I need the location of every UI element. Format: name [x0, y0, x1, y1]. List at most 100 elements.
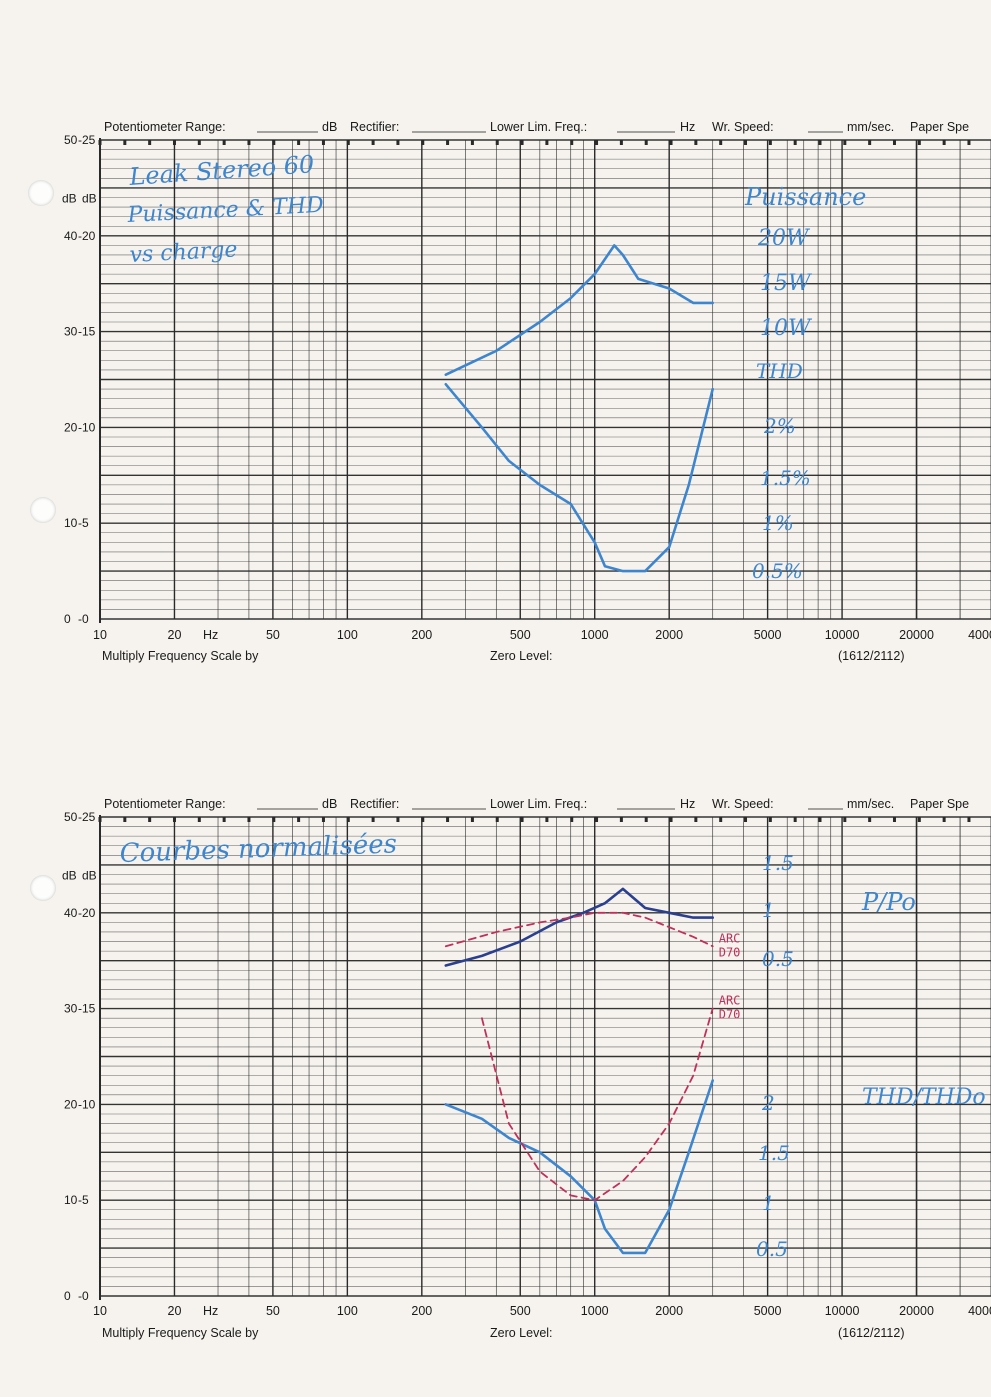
header-label: Hz [680, 797, 695, 811]
series-line [444, 1079, 715, 1255]
x-tick-label: 100 [337, 1304, 358, 1318]
grid-tick [793, 140, 797, 145]
grid-tick [222, 817, 226, 822]
x-tick-label: 10000 [825, 628, 860, 642]
handwritten-note: 1.5% [760, 466, 811, 490]
header-label: Rectifier: [350, 797, 399, 811]
x-tick-label: 40000 [968, 1304, 991, 1318]
x-tick-label: 20 [168, 1304, 182, 1318]
grid-tick [495, 817, 499, 822]
grid-tick [247, 817, 251, 822]
handwritten-note: 1 [762, 898, 775, 922]
grid-tick [421, 140, 425, 145]
header-label: Paper Spe [910, 120, 969, 134]
grid-tick [247, 140, 251, 145]
grid-tick [619, 140, 623, 145]
grid-tick [148, 140, 152, 145]
grid-tick [197, 140, 201, 145]
grid-tick [470, 140, 474, 145]
handwritten-note: Puissance & THD [126, 193, 325, 228]
header-label: Lower Lim. Freq.: [490, 120, 587, 134]
header-label: Rectifier: [350, 120, 399, 134]
footer-code: (1612/2112) [838, 1326, 905, 1340]
y-tick-label: -10 [78, 1097, 96, 1111]
x-tick-label: Hz [203, 628, 218, 642]
y-tick-label: 30 [64, 1002, 78, 1016]
grid-tick [570, 817, 574, 822]
x-tick-label: 20 [168, 628, 182, 642]
handwritten-note: vs charge [129, 237, 238, 268]
x-tick-label: 20000 [899, 628, 934, 642]
grid-tick [545, 140, 549, 145]
handwritten-note: 1.5 [758, 1141, 790, 1165]
grid-tick [917, 140, 921, 145]
header-label: Paper Spe [910, 797, 969, 811]
x-tick-label: 100 [337, 628, 358, 642]
header-label: dB [322, 797, 337, 811]
grid-tick [744, 140, 748, 145]
grid-tick [470, 817, 474, 822]
x-tick-label: 50 [266, 1304, 280, 1318]
handwritten-note: Leak Stereo 60 [127, 150, 315, 191]
grid-tick [520, 817, 524, 822]
footer-label: Multiply Frequency Scale by [102, 1326, 259, 1340]
y-tick-label: 40 [64, 229, 78, 243]
handwritten-note: THD/THDo [862, 1085, 986, 1110]
header-label: Potentiometer Range: [104, 797, 226, 811]
x-tick-label: 2000 [655, 1304, 683, 1318]
y-tick-label: 10 [64, 1193, 78, 1207]
x-tick-label: 200 [411, 628, 432, 642]
y-tick-label: -15 [78, 1002, 96, 1016]
punch-hole [30, 497, 56, 523]
grid-tick [768, 817, 772, 822]
header-label: Potentiometer Range: [104, 120, 226, 134]
grid-tick [148, 817, 152, 822]
series-label: ARC [719, 994, 741, 1008]
grid-tick [396, 140, 400, 145]
grid-tick [321, 817, 325, 822]
y-tick-label: 50 [64, 810, 78, 824]
grid-tick [421, 817, 425, 822]
grid-tick [768, 140, 772, 145]
handwritten-note: 1.5 [762, 851, 794, 875]
x-tick-label: 1000 [581, 1304, 609, 1318]
y-tick-label: -25 [78, 133, 96, 147]
y-tick-label: -0 [78, 1289, 89, 1303]
grid-tick [868, 817, 872, 822]
handwritten-note: 15W [760, 271, 813, 296]
grid-tick [545, 817, 549, 822]
handwritten-note: 1 [762, 1191, 775, 1215]
footer-code: (1612/2112) [838, 649, 905, 663]
y-tick-label: 0 [64, 1289, 71, 1303]
handwritten-note: 0.5 [756, 1237, 788, 1261]
x-tick-label: 200 [411, 1304, 432, 1318]
y-tick-label: -5 [78, 1193, 89, 1207]
y-tick-label: -5 [78, 516, 89, 530]
grid-tick [669, 817, 673, 822]
x-tick-label: Hz [203, 1304, 218, 1318]
x-tick-label: 20000 [899, 1304, 934, 1318]
series-line [480, 1007, 714, 1202]
grid-tick [495, 140, 499, 145]
handwritten-note: Puissance [744, 183, 866, 211]
y-tick-label: -0 [78, 612, 89, 626]
y-tick-label: -25 [78, 810, 96, 824]
grid-tick [346, 140, 350, 145]
header-label: mm/sec. [847, 797, 894, 811]
x-tick-label: 500 [510, 628, 531, 642]
handwritten-note: 0.5 [762, 947, 794, 971]
grid-tick [396, 817, 400, 822]
grid-tick [297, 140, 301, 145]
series-line [444, 382, 715, 573]
y-tick-label: -15 [78, 325, 96, 339]
series-line [444, 911, 714, 948]
grid-tick [570, 140, 574, 145]
x-tick-label: 5000 [754, 628, 782, 642]
grid-tick [197, 817, 201, 822]
grid-tick [272, 140, 276, 145]
handwritten-note: 10W [760, 316, 813, 341]
grid-tick [694, 140, 698, 145]
grid-tick [793, 817, 797, 822]
y-tick-label: -20 [78, 906, 96, 920]
